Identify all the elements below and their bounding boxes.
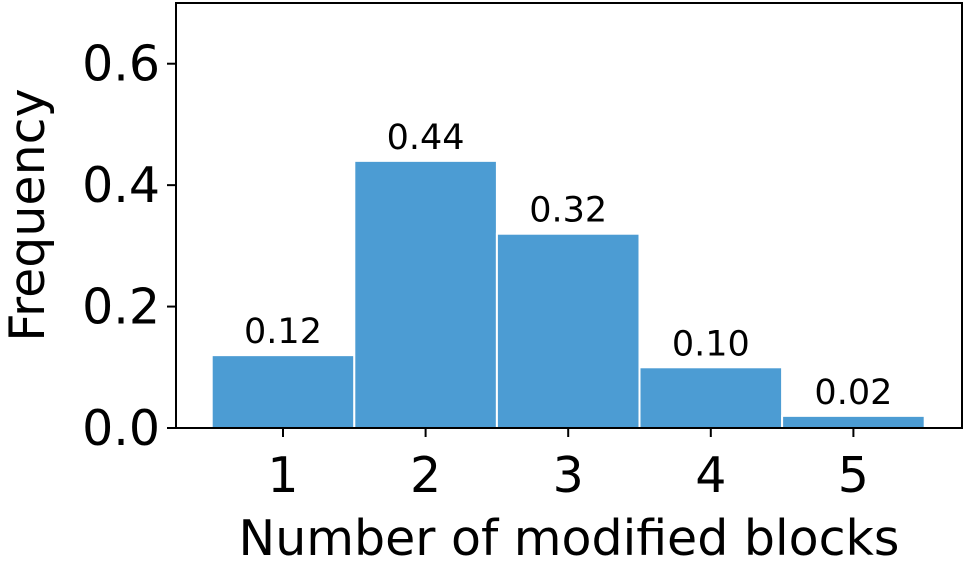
value-label: 0.32 [529, 191, 607, 231]
value-label: 0.44 [387, 118, 465, 158]
value-label: 0.02 [814, 373, 892, 413]
bar [781, 414, 926, 430]
y-axis-label: Frequency [0, 88, 56, 341]
x-tick-label: 4 [695, 447, 726, 504]
bar [353, 159, 498, 429]
x-tick-label: 3 [553, 447, 584, 504]
bar [210, 354, 356, 429]
x-axis-label: Number of modified blocks [239, 510, 900, 562]
x-tick-label: 5 [838, 447, 869, 504]
value-label: 0.12 [244, 312, 322, 352]
bar [638, 366, 784, 429]
y-tick-label: 0.0 [82, 400, 160, 457]
value-label: 0.10 [672, 324, 750, 364]
bar [495, 232, 641, 429]
y-tick-label: 0.6 [82, 36, 160, 93]
plot-frame [175, 2, 963, 429]
y-tick-label: 0.2 [82, 279, 160, 336]
y-tick-label: 0.4 [82, 157, 160, 214]
x-tick-label: 1 [267, 447, 298, 504]
x-tick-label: 2 [410, 447, 441, 504]
